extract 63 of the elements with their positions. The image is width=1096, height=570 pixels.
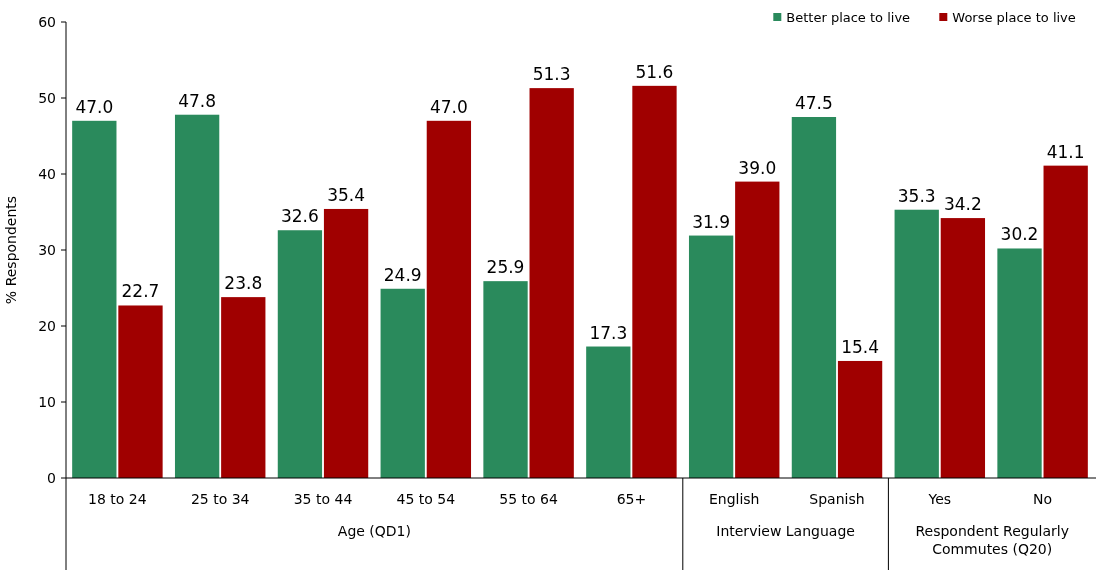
bar [174, 114, 220, 478]
data-label: 31.9 [692, 211, 731, 232]
bar [323, 208, 369, 478]
x-tick-label: 25 to 34 [190, 491, 250, 507]
y-tick-label: 20 [38, 317, 56, 334]
data-label: 30.2 [1000, 224, 1039, 245]
data-label: 47.0 [429, 96, 468, 117]
x-tick-label: 18 to 24 [88, 491, 147, 507]
bar [483, 281, 528, 478]
data-label: 23.8 [224, 273, 263, 294]
y-tick-label: 40 [38, 165, 56, 182]
bar [688, 235, 734, 478]
data-label: 41.1 [1046, 141, 1085, 162]
bar [632, 85, 677, 478]
y-axis-title: % Respondents [3, 195, 19, 305]
data-label: 51.3 [532, 64, 571, 85]
bar [997, 248, 1042, 478]
text: Respondent Regularly Commutes (Q20) [915, 523, 1069, 557]
data-label: 24.9 [383, 264, 422, 285]
data-label: 47.5 [794, 93, 833, 113]
y-tick-label: 30 [38, 241, 56, 258]
legend-label: Better place to live [786, 9, 911, 25]
bar [894, 209, 939, 478]
data-label: 47.0 [75, 96, 114, 117]
x-tick-label: Spanish [809, 491, 865, 507]
data-label: 51.6 [635, 61, 674, 82]
data-label: 39.0 [738, 157, 777, 178]
x-tick-label: 35 to 44 [293, 491, 353, 507]
bar [1043, 165, 1088, 478]
bar [426, 120, 472, 478]
data-label: 35.4 [327, 184, 366, 205]
y-tick-label: 10 [38, 393, 56, 410]
x-tick-label: English [708, 491, 760, 507]
x-tick-label: 65+ [616, 491, 647, 507]
bar [277, 230, 323, 478]
x-tick-label: 55 to 64 [499, 491, 558, 507]
bar [837, 360, 883, 478]
text: Age (QD1) [337, 523, 411, 539]
bar [940, 218, 986, 478]
text: Interview Language [716, 523, 855, 539]
bar [586, 346, 631, 478]
bar [380, 288, 425, 478]
data-label: 35.3 [897, 185, 936, 206]
data-label: 25.9 [486, 257, 525, 278]
data-label: 32.6 [280, 206, 319, 227]
data-label: 22.7 [121, 281, 160, 302]
y-tick-label: 60 [38, 13, 56, 30]
y-tick-label: 50 [38, 89, 56, 106]
legend-label: Worse place to live [952, 9, 1076, 25]
data-label: 34.2 [943, 194, 982, 215]
x-tick-label: Yes [927, 491, 952, 507]
data-label: 15.4 [841, 336, 880, 357]
y-tick-label: 0 [47, 469, 56, 486]
data-label: 17.3 [589, 322, 628, 343]
bar [529, 88, 574, 478]
bar [791, 117, 837, 478]
bar [221, 297, 266, 478]
x-tick-label: No [1033, 491, 1053, 507]
bar [72, 120, 117, 478]
x-tick-label: 45 to 54 [396, 491, 456, 507]
bar [118, 305, 163, 478]
bar [735, 181, 780, 478]
data-label: 47.8 [178, 90, 217, 111]
